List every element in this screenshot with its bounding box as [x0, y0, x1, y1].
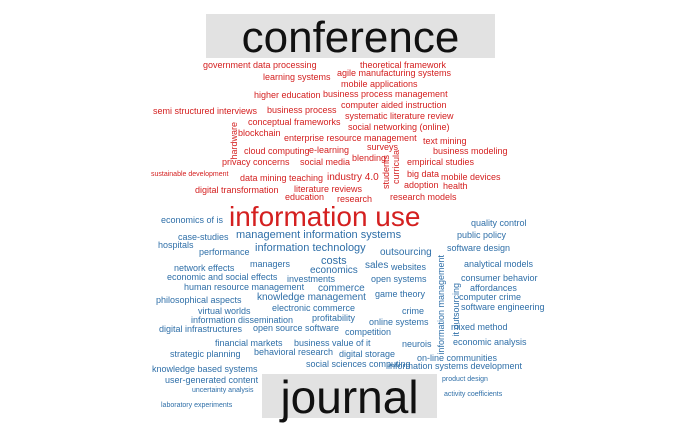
conference-term: conceptual frameworks [248, 117, 341, 127]
conference-term: business process management [323, 89, 448, 99]
conference-term: big data [407, 169, 440, 179]
journal-term: behavioral research [254, 347, 334, 357]
journal-term: laboratory experiments [161, 402, 233, 409]
conference-term: higher education [254, 90, 321, 100]
journal-term: information management [436, 255, 446, 355]
conference-term: blockchain [238, 128, 281, 138]
conference-term: mobile devices [441, 172, 501, 182]
journal-label: journal [262, 374, 437, 420]
conference-term: surveys [367, 142, 399, 152]
journal-term: network effects [174, 263, 235, 273]
conference-term: data mining [240, 173, 287, 183]
conference-term: empirical studies [407, 157, 475, 167]
conference-term: e-learning [309, 145, 350, 155]
conference-term: business process [267, 105, 337, 115]
journal-term: crime [402, 306, 424, 316]
journal-term: open source software [253, 323, 340, 333]
journal-term: software design [447, 243, 511, 253]
journal-term: digital infrastructures [159, 324, 243, 334]
journal-term: case-studies [178, 232, 229, 242]
conference-term: students [381, 155, 391, 190]
journal-term: economics [310, 265, 358, 276]
conference-term: government data processing [203, 60, 317, 70]
journal-term: user-generated content [165, 375, 259, 385]
conference-term: industry 4.0 [327, 172, 379, 183]
journal-term: social sciences computing [306, 359, 411, 369]
journal-term: consumer behavior [461, 273, 538, 283]
journal-term: knowledge based systems [152, 364, 258, 374]
conference-term: adoption [404, 180, 439, 190]
journal-term: information technology [255, 242, 366, 254]
journal-term: economic analysis [453, 337, 527, 347]
journal-term: virtual worlds [198, 306, 251, 316]
journal-term: management information systems [236, 229, 402, 241]
conference-term: information use [229, 201, 421, 232]
conference-term: systematic literature review [345, 111, 454, 121]
journal-term: software engineering [461, 302, 545, 312]
conference-term: enterprise resource management [284, 133, 417, 143]
conference-term: learning systems [263, 72, 331, 82]
conference-term: agile manufacturing systems [337, 68, 452, 78]
journal-term: strategic planning [170, 349, 241, 359]
conference-term: education [285, 192, 325, 202]
journal-term: online systems [369, 317, 429, 327]
journal-term: electronic commerce [272, 303, 356, 313]
journal-term: neurois [402, 339, 432, 349]
journal-term: computer crime [459, 292, 522, 302]
journal-term: profitability [312, 313, 356, 323]
journal-term: human resource management [184, 282, 305, 292]
conference-term: research models [390, 192, 457, 202]
journal-term: activity coefficients [444, 391, 503, 398]
conference-term: research [337, 194, 373, 204]
journal-term: information dissemination [191, 315, 294, 325]
conference-term: business modeling [433, 146, 508, 156]
conference-term: teaching [289, 173, 324, 183]
journal-term: quality control [471, 218, 527, 228]
conference-term: health [443, 181, 468, 191]
journal-term: open systems [371, 274, 427, 284]
journal-term: affordances [470, 283, 517, 293]
journal-term: websites [391, 262, 427, 272]
journal-term: commerce [318, 283, 365, 294]
journal-term: information systems development [388, 361, 523, 371]
journal-term: outsourcing [380, 247, 432, 258]
conference-term: curricula [391, 150, 401, 185]
journal-term: managers [250, 259, 291, 269]
journal-term: economic and social effects [167, 272, 278, 282]
journal-term: business value of it [294, 338, 371, 348]
journal-term: on-line communities [417, 353, 498, 363]
conference-term: literature reviews [294, 184, 363, 194]
journal-term: mixed method [451, 322, 508, 332]
journal-term: competition [345, 327, 392, 337]
journal-term: performance [199, 247, 250, 257]
journal-term: costs [321, 255, 347, 267]
conference-term: mobile applications [341, 79, 418, 89]
conference-term: cloud computing [244, 146, 310, 156]
conference-term: semi structured interviews [153, 106, 258, 116]
conference-term: sustainable development [151, 171, 229, 178]
journal-term: sales [365, 260, 389, 271]
journal-term: philosophical aspects [156, 295, 242, 305]
conference-term: text mining [423, 136, 467, 146]
journal-term: product design [442, 376, 488, 383]
conference-term: theoretical framework [360, 60, 447, 70]
journal-term: analytical models [464, 259, 534, 269]
journal-term: digital storage [339, 349, 396, 359]
journal-term: hospitals [158, 240, 194, 250]
conference-term: social media [300, 157, 351, 167]
journal-term: uncertainty analysis [192, 387, 254, 394]
journal-term: investments [287, 274, 336, 284]
conference-term: blending [352, 153, 387, 163]
journal-term: game theory [375, 289, 426, 299]
conference-term: computer aided instruction [341, 100, 447, 110]
journal-term: knowledge management [257, 292, 366, 303]
conference-label: conference [206, 14, 495, 60]
journal-term: economics of is [161, 215, 224, 225]
conference-term: digital transformation [195, 185, 279, 195]
journal-term: public policy [457, 230, 507, 240]
journal-term: financial markets [215, 338, 283, 348]
conference-term: privacy concerns [222, 157, 290, 167]
conference-term: social networking (online) [348, 122, 450, 132]
